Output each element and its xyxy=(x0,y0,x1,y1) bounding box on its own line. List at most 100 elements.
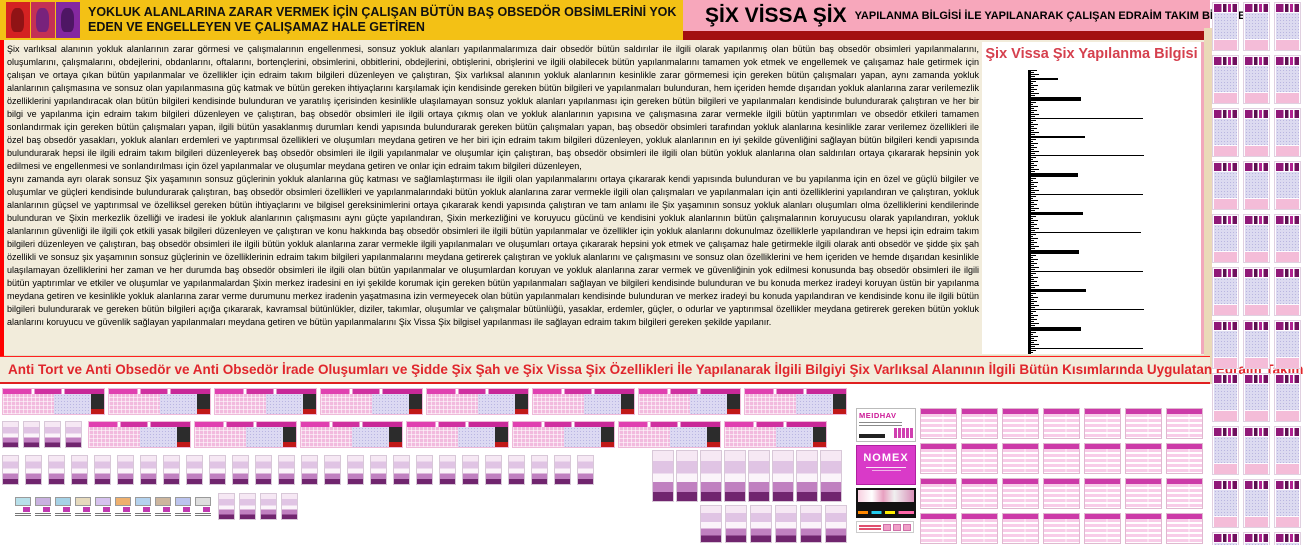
decor xyxy=(95,515,111,516)
chart-bar xyxy=(1031,244,1034,245)
decor xyxy=(962,479,997,484)
chart-bar xyxy=(1031,208,1039,209)
product-thumbnail xyxy=(724,450,746,502)
chart-bar xyxy=(1031,128,1037,129)
chart-bar xyxy=(1031,263,1037,264)
rail-card-thumbnail xyxy=(1212,267,1239,316)
left-red-strip xyxy=(0,0,4,384)
decor xyxy=(1044,449,1079,473)
color-swatch-item xyxy=(155,497,171,516)
decor xyxy=(15,515,31,516)
chart-bar xyxy=(1031,216,1036,217)
chart-bar xyxy=(1031,163,1034,164)
decor xyxy=(1276,411,1299,421)
chart-bar xyxy=(1031,120,1036,121)
chart-bar xyxy=(1031,305,1039,306)
product-thumbnail xyxy=(209,455,226,485)
decor xyxy=(303,394,316,414)
decor xyxy=(1245,110,1268,118)
chart-bar xyxy=(1031,327,1081,331)
photo-strip xyxy=(858,490,914,502)
table-thumbnail xyxy=(1125,443,1162,474)
chart-bar xyxy=(1031,132,1039,133)
decor xyxy=(513,422,614,427)
rail-card-thumbnail xyxy=(1212,55,1239,104)
chart-bar xyxy=(1031,240,1034,241)
decor xyxy=(95,513,111,514)
rail-card-thumbnail xyxy=(1212,214,1239,263)
decor xyxy=(1245,4,1268,12)
decor xyxy=(1214,57,1237,65)
chart-bar xyxy=(1031,95,1035,96)
decor xyxy=(1245,358,1268,368)
chart-bar xyxy=(1031,173,1078,177)
decor xyxy=(515,394,528,414)
chart-bar xyxy=(1031,319,1037,320)
chart-bar xyxy=(1031,143,1038,144)
decor xyxy=(1003,444,1038,449)
decor xyxy=(1276,517,1299,527)
decor xyxy=(1276,481,1299,489)
product-thumbnail xyxy=(324,455,341,485)
decor xyxy=(1003,519,1038,543)
chart-bar xyxy=(1031,83,1033,84)
chart-bar xyxy=(1031,97,1081,101)
body-paragraph-2: aynı zamanda ayrı olarak sonsuz Şix yaşa… xyxy=(7,174,979,327)
chart-bar xyxy=(1031,342,1034,343)
nomex-title: NOMEX xyxy=(863,452,909,464)
chart-bar xyxy=(1031,297,1038,298)
decor xyxy=(859,524,881,530)
chart-bar xyxy=(1031,85,1038,86)
chart-bar xyxy=(1031,112,1034,113)
decor xyxy=(427,389,528,394)
chart-bar xyxy=(1031,200,1038,201)
decor xyxy=(795,394,833,414)
chart-bar xyxy=(1031,87,1034,88)
rail-card-thumbnail xyxy=(1274,55,1301,104)
decor xyxy=(83,507,90,512)
decor xyxy=(893,523,901,531)
product-thumbnail xyxy=(2,455,19,485)
chart-bar xyxy=(1031,273,1036,274)
chart-bar xyxy=(1031,102,1036,103)
table-thumbnail xyxy=(961,443,998,474)
color-swatch-item xyxy=(95,497,111,516)
chart-bar xyxy=(1031,275,1033,276)
color-swatch xyxy=(155,497,171,506)
chart-bar xyxy=(1031,246,1039,247)
decor xyxy=(195,427,296,447)
decor xyxy=(859,434,885,438)
decor xyxy=(245,427,283,447)
decor xyxy=(921,414,956,438)
decor xyxy=(1214,66,1237,92)
chart-bar xyxy=(1031,301,1037,302)
decor xyxy=(3,394,54,414)
decor xyxy=(619,427,670,447)
color-swatch-item xyxy=(135,497,151,516)
rail-card-thumbnail xyxy=(1243,320,1270,369)
decor xyxy=(1245,119,1268,145)
chart-bar xyxy=(1031,309,1144,310)
chart-bar xyxy=(1031,108,1034,109)
decor xyxy=(265,394,303,414)
banner-thumbnail xyxy=(512,421,615,448)
decor xyxy=(1245,278,1268,304)
table-thumbnail xyxy=(1043,478,1080,509)
rail-card-thumbnail xyxy=(1274,426,1301,475)
chart-bar xyxy=(1031,348,1143,349)
decor xyxy=(1044,479,1079,484)
decor xyxy=(409,394,422,414)
rail-card-thumbnail xyxy=(1243,267,1270,316)
decor xyxy=(883,523,891,531)
rail-card-thumbnail xyxy=(1212,108,1239,157)
product-thumbnail xyxy=(71,455,88,485)
color-swatch xyxy=(15,497,31,506)
product-thumbnail xyxy=(278,455,295,485)
product-thumbnail xyxy=(163,455,180,485)
chart-bar xyxy=(1031,242,1037,243)
chart-bar xyxy=(1031,250,1079,254)
maroon-divider xyxy=(683,31,1210,40)
decor xyxy=(407,427,458,447)
decor xyxy=(1214,305,1237,315)
color-swatch-item xyxy=(35,497,51,516)
